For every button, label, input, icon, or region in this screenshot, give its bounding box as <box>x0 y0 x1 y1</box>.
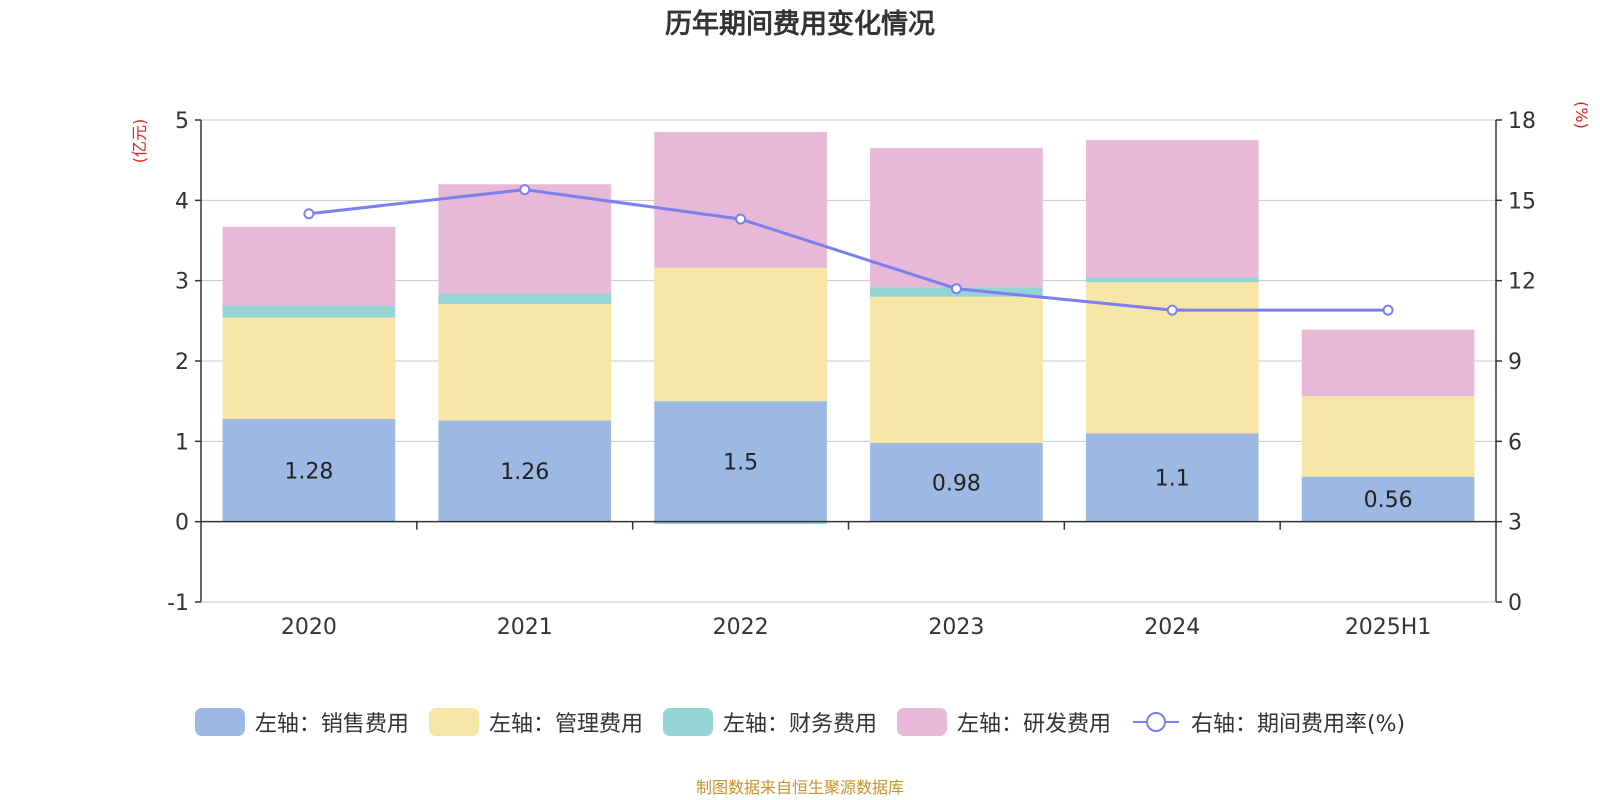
left-tick-label: 3 <box>175 270 189 295</box>
bar-segment <box>1301 396 1475 477</box>
left-tick-label: 4 <box>175 189 189 214</box>
bar-segment <box>1301 476 1475 522</box>
legend-item[interactable]: 左轴：财务费用 <box>662 706 877 738</box>
source-note: 制图数据来自恒生聚源数据库 <box>695 778 904 797</box>
bar-segment <box>654 401 827 522</box>
legend-swatch <box>896 708 947 736</box>
rate-point <box>1166 304 1178 316</box>
bar-segment <box>222 418 396 522</box>
bar-segment <box>1085 140 1259 278</box>
bar-segment <box>438 184 612 294</box>
category-label: 2023 <box>928 615 984 640</box>
left-axis-label: (亿元) <box>130 119 149 164</box>
legend-line-marker <box>1131 708 1181 736</box>
line-series <box>303 184 1394 316</box>
legend-label: 左轴：研发费用 <box>956 712 1111 737</box>
right-tick-label: 6 <box>1508 430 1522 455</box>
bar-segment <box>870 296 1043 443</box>
category-label: 2025H1 <box>1345 615 1432 640</box>
right-tick-label: 9 <box>1508 350 1522 375</box>
bar-data-label: 0.56 <box>1364 488 1413 513</box>
right-tick-label: 0 <box>1508 591 1522 616</box>
bar-segment <box>1085 277 1259 283</box>
bar-data-label: 0.98 <box>932 471 981 496</box>
right-tick-label: 12 <box>1508 270 1536 295</box>
bar-segment <box>654 132 827 268</box>
legend-label: 左轴：管理费用 <box>488 712 643 737</box>
legend: 左轴：销售费用 左轴：管理费用 左轴：财务费用 左轴：研发费用 右轴：期间费用率(%) <box>0 706 1600 738</box>
legend-item[interactable]: 左轴：研发费用 <box>896 706 1111 738</box>
rate-point <box>519 184 531 196</box>
right-tick-label: 15 <box>1508 189 1536 214</box>
bar-data-label: 1.1 <box>1155 466 1190 491</box>
rate-point <box>950 283 962 295</box>
bar-segment <box>438 293 612 304</box>
category-label: 2020 <box>281 615 337 640</box>
left-tick-label: 5 <box>175 109 189 134</box>
legend-item[interactable]: 右轴：期间费用率(%) <box>1131 706 1405 738</box>
right-axis-label: (%) <box>1572 101 1591 129</box>
bar-segment <box>222 226 396 306</box>
rate-line <box>308 188 1389 312</box>
bar-data-label: 1.5 <box>723 450 758 475</box>
bar-segment <box>438 303 612 421</box>
left-tick-label: 0 <box>175 511 189 536</box>
legend-swatch <box>662 708 713 736</box>
bar-segment <box>654 267 827 402</box>
legend-item[interactable]: 左轴：管理费用 <box>428 706 643 738</box>
bar-segment <box>870 442 1043 522</box>
legend-swatch <box>428 708 479 736</box>
bar-segment <box>654 521 827 525</box>
legend-label: 左轴：销售费用 <box>254 712 409 737</box>
data-labels: 1.28 1.26 1.5 0.98 1.1 0.56 <box>284 450 1412 513</box>
chart-title: 历年期间费用变化情况 <box>665 9 935 40</box>
legend-label: 右轴：期间费用率(%) <box>1190 712 1406 737</box>
bar-data-label: 1.26 <box>500 460 549 485</box>
left-tick-label: -1 <box>167 591 189 616</box>
bar-segment <box>222 317 396 419</box>
rate-point <box>1382 304 1394 316</box>
category-label: 2024 <box>1144 615 1200 640</box>
category-label: 2021 <box>497 615 553 640</box>
rate-point <box>735 213 747 225</box>
left-tick-label: 2 <box>175 350 189 375</box>
bar-segment <box>438 420 612 522</box>
legend-item[interactable]: 左轴：销售费用 <box>194 706 409 738</box>
legend-label: 左轴：财务费用 <box>722 712 877 737</box>
right-tick-label: 3 <box>1508 511 1522 536</box>
bar-series <box>222 132 1475 525</box>
bar-segment <box>1301 329 1475 397</box>
left-tick-label: 1 <box>175 430 189 455</box>
bar-segment <box>1085 433 1259 522</box>
legend-swatch <box>194 708 245 736</box>
rate-point <box>303 208 315 220</box>
right-tick-label: 18 <box>1508 109 1536 134</box>
bar-data-label: 1.28 <box>284 459 333 484</box>
bar-segment <box>222 305 396 318</box>
category-label: 2022 <box>713 615 769 640</box>
bar-segment <box>870 148 1043 288</box>
